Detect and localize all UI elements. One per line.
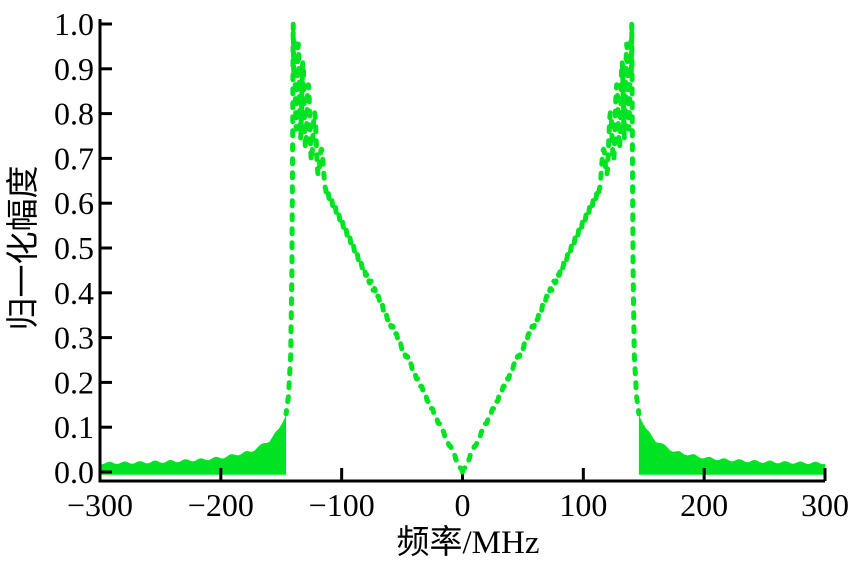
spectrum-band-right <box>638 414 825 475</box>
y-tick-label: 0.7 <box>54 140 94 176</box>
y-tick-label: 0.4 <box>54 275 94 311</box>
curve-fill-layer <box>100 414 825 475</box>
spectrum-line-right <box>460 21 642 475</box>
x-tick-label: 0 <box>455 487 471 523</box>
y-tick-label: 0.8 <box>54 96 94 132</box>
y-tick-label: 0.1 <box>54 409 94 445</box>
y-tick-label: 0.3 <box>54 320 94 356</box>
x-tick-label: −300 <box>67 487 133 523</box>
x-tick-label: −200 <box>188 487 254 523</box>
y-tick-label: 0.5 <box>54 230 94 266</box>
y-axis-title: 归一化幅度 <box>5 166 42 331</box>
x-tick-label: 100 <box>559 487 607 523</box>
y-tick-label: 0.9 <box>54 51 94 87</box>
spectrum-band-left <box>100 414 287 475</box>
x-tick-label: 200 <box>680 487 728 523</box>
x-axis-title: 频率/MHz <box>397 524 540 561</box>
y-tick-label: 0.2 <box>54 364 94 400</box>
axes-layer: −300 −200 −100 0 100 200 300 0.0 0.1 0.2 0.3 0.4 0.5… <box>54 6 849 523</box>
x-tick-label: −100 <box>309 487 375 523</box>
spectrum-line-left <box>283 21 465 475</box>
y-tick-label: 0.6 <box>54 185 94 221</box>
curve-line-layer <box>283 21 642 475</box>
y-tick-label: 0.0 <box>54 454 94 490</box>
y-tick-label: 1.0 <box>54 6 94 42</box>
x-tick-label: 300 <box>801 487 849 523</box>
